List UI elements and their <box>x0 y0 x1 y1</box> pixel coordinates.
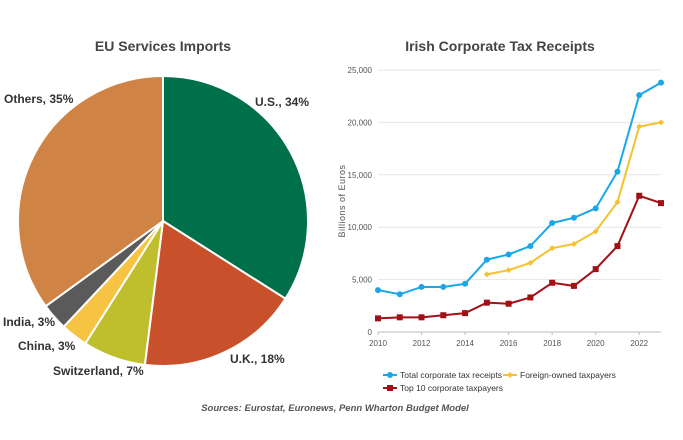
point-top10 <box>462 310 469 317</box>
x-tick-label: 2018 <box>543 339 561 348</box>
point-top10 <box>375 315 381 322</box>
point-foreign <box>505 267 512 274</box>
point-foreign <box>549 245 556 252</box>
point-top10 <box>658 200 664 207</box>
series-line-top10 <box>377 194 662 320</box>
pie-chart: EU Services Imports U.S., 34% U.K., 18% … <box>3 38 309 378</box>
point-total <box>658 79 664 86</box>
point-top10 <box>440 312 447 319</box>
y-tick-label: 5,000 <box>352 276 373 285</box>
point-foreign <box>592 228 599 235</box>
line-chart: Irish Corporate Tax Receipts 0 5,000 10,00… <box>337 38 664 393</box>
y-tick-label: 20,000 <box>348 118 373 127</box>
point-top10 <box>418 314 425 321</box>
point-top10 <box>614 243 621 250</box>
y-axis-label: Billions of Euros <box>337 164 347 237</box>
legend-marker-foreign <box>507 372 513 378</box>
series-line-total <box>377 81 662 296</box>
legend-label-total: Total corporate tax receipts <box>400 370 502 380</box>
point-top10 <box>549 279 556 286</box>
pie-slice-uk <box>143 219 287 367</box>
x-tick-label: 2022 <box>630 339 648 348</box>
legend-label-foreign: Foreign-owned taxpayers <box>520 370 616 380</box>
series <box>375 79 664 322</box>
point-total <box>375 287 381 294</box>
point-total <box>462 280 469 287</box>
point-top10 <box>396 314 403 321</box>
x-tick-label: 2012 <box>413 339 431 348</box>
y-tick-label: 15,000 <box>348 171 373 180</box>
source-note: Sources: Eurostat, Euronews, Penn Wharto… <box>201 403 469 414</box>
point-total <box>440 283 447 290</box>
point-top10 <box>592 266 599 273</box>
pie-slice-others <box>17 74 164 308</box>
slice-label-switzerland: Switzerland, 7% <box>53 364 144 378</box>
point-top10 <box>636 192 643 199</box>
legend-marker-top10 <box>387 385 393 391</box>
slice-label-others: Others, 35% <box>4 92 74 106</box>
point-foreign <box>636 123 643 130</box>
slice-label-us: U.S., 34% <box>255 95 309 109</box>
point-total <box>614 168 621 175</box>
point-top10 <box>483 299 490 306</box>
point-total <box>418 283 425 290</box>
point-foreign <box>614 199 621 206</box>
point-total <box>396 291 403 298</box>
pie-slices <box>17 74 309 367</box>
point-total <box>505 251 512 258</box>
y-tick-label: 25,000 <box>348 66 373 75</box>
point-top10 <box>505 300 512 307</box>
line-title: Irish Corporate Tax Receipts <box>405 38 595 54</box>
y-tick-label: 10,000 <box>348 223 373 232</box>
legend-marker-total <box>387 372 393 378</box>
x-ticks: 2010 2012 2014 2016 2018 2020 2022 <box>369 332 649 348</box>
point-foreign <box>527 259 534 266</box>
point-total <box>570 214 577 221</box>
x-tick-label: 2014 <box>456 339 474 348</box>
point-total <box>527 243 534 250</box>
x-tick-label: 2020 <box>587 339 605 348</box>
x-tick-label: 2010 <box>369 339 387 348</box>
point-foreign <box>483 271 490 278</box>
slice-label-uk: U.K., 18% <box>230 352 285 366</box>
legend-label-top10: Top 10 corporate taxpayers <box>400 383 503 393</box>
point-top10 <box>527 294 534 301</box>
y-tick-label: 0 <box>368 328 373 337</box>
slice-label-india: India, 3% <box>3 315 55 329</box>
point-foreign <box>570 240 577 247</box>
point-total <box>592 205 599 212</box>
pie-title: EU Services Imports <box>95 38 231 54</box>
point-foreign <box>658 119 664 126</box>
point-total <box>549 220 556 227</box>
series-line-foreign <box>486 121 662 276</box>
point-total <box>483 256 490 263</box>
grid <box>378 69 661 333</box>
legend: Total corporate tax receipts Foreign-own… <box>383 370 616 393</box>
x-tick-label: 2016 <box>500 339 518 348</box>
y-ticks: 0 5,000 10,000 15,000 20,000 25,000 <box>348 66 373 337</box>
point-top10 <box>570 282 577 289</box>
slice-label-china: China, 3% <box>18 339 76 353</box>
point-total <box>636 92 643 99</box>
